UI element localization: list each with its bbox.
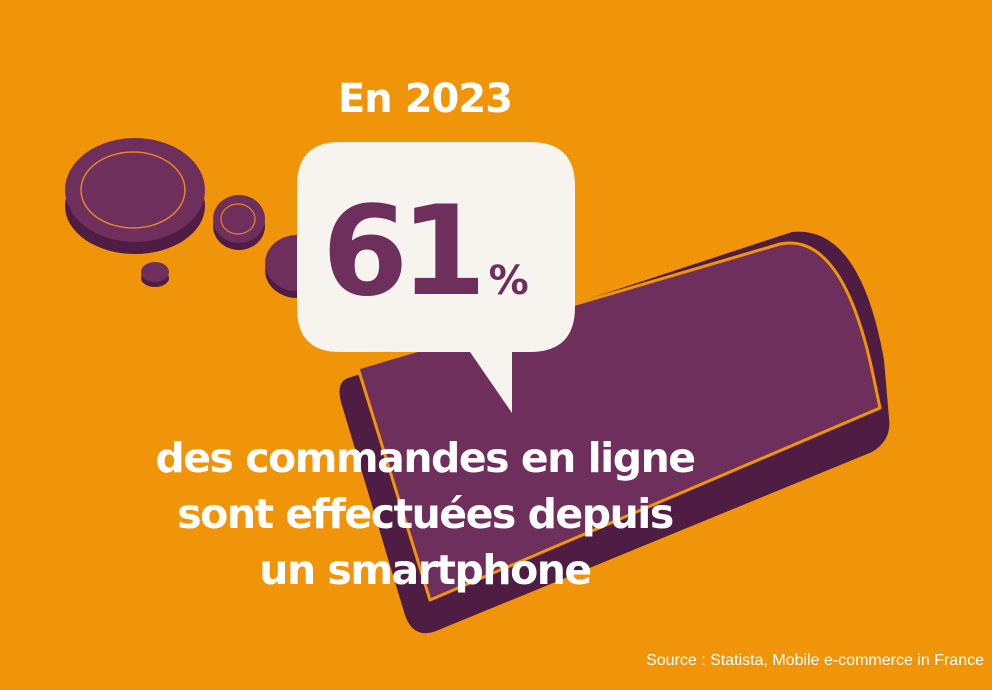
coin-icon [65, 138, 205, 254]
coin-icon [141, 262, 169, 287]
stat-value: 61 [322, 180, 487, 324]
caption: des commandes en ligne sont effectuées d… [120, 430, 730, 598]
stat-unit: % [488, 258, 529, 304]
speech-bubble-icon [297, 142, 575, 413]
caption-line-1: des commandes en ligne [155, 434, 696, 482]
caption-line-2: sont effectuées depuis [177, 490, 674, 538]
source-note: Source : Statista, Mobile e-commerce in … [646, 652, 984, 669]
headline-year: En 2023 [337, 76, 513, 122]
coin-icon [213, 195, 265, 250]
stat-percentage: 61% [322, 180, 529, 324]
caption-line-3: un smartphone [259, 546, 592, 594]
